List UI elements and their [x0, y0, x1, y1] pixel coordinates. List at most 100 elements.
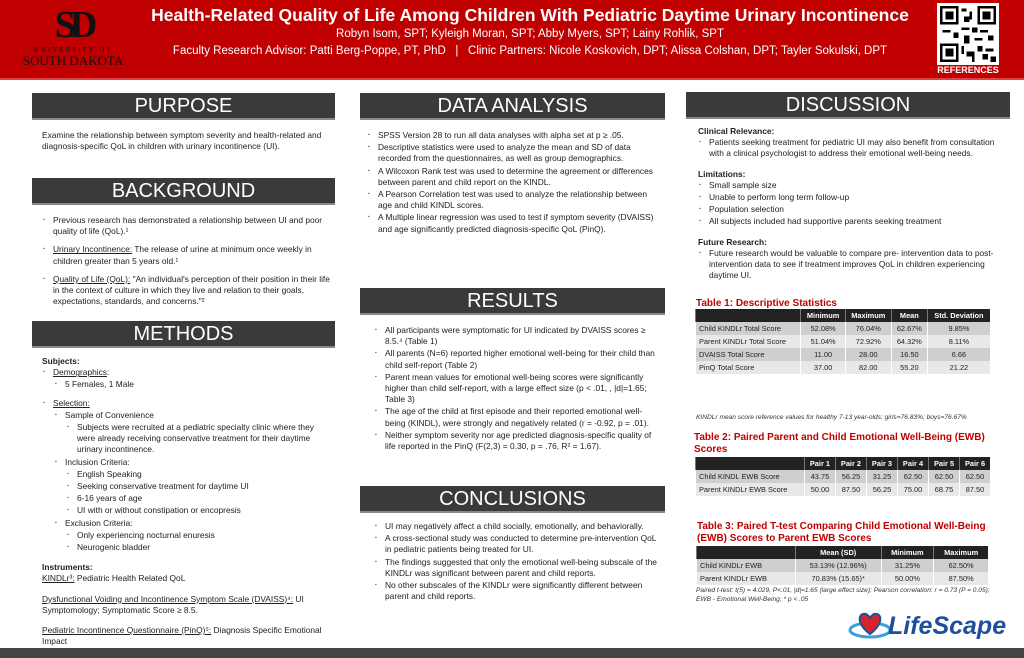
table-row: Parent KINDLr EWB 70.83% (15.65)* 50.00% 87… [696, 572, 988, 585]
instrument-lead: Dysfunctional Voiding and Incontinence S… [42, 593, 294, 604]
table-cell: 62.67% [890, 322, 928, 335]
table-cell: 51.04% [800, 335, 846, 348]
table-header-row: Mean (SD) Minimum Maximum [696, 546, 988, 559]
list-item: 5 Females, 1 Male [54, 379, 332, 390]
list-item: Neither symptom severity nor age predict… [374, 430, 662, 452]
table3-title: Table 3: Paired T-test Comparing Child E… [697, 521, 986, 544]
table-cell: 37.00 [800, 361, 846, 374]
instrument-item: Pediatric Incontinence Questionnaire (Pi… [42, 625, 332, 647]
subjects-label: Subjects: [42, 356, 80, 366]
table-cell: Child KINDLr EWB [696, 559, 796, 572]
references-link[interactable]: REFERENCES [937, 65, 999, 75]
table-cell: Child KINDLr Total Score [694, 322, 801, 335]
list-item: Future research would be valuable to com… [698, 248, 1008, 282]
list-item: 6-16 years of age [66, 493, 332, 504]
list-item: SPSS Version 28 to run all data analyses… [367, 130, 662, 141]
table1: Minimum Maximum Mean Std. Deviation Child KI… [694, 309, 990, 374]
table-cell: 87.50 [959, 483, 990, 496]
list-item-text: Neither symptom severity nor age predict… [385, 429, 652, 452]
methods-body: Subjects: Demographics:5 Females, 1 Male… [42, 356, 332, 656]
list-item: The age of the child at first episode an… [374, 406, 662, 428]
table-cell: 43.75 [803, 470, 836, 483]
table-cell: PinQ Total Score [694, 361, 801, 374]
column-header: Pair 6 [959, 457, 990, 470]
table2: Pair 1 Pair 2 Pair 3 Pair 4 Pair 5 Pair 6 Chil… [695, 457, 990, 496]
list-item-text: All participants were symptomatic for UI… [385, 325, 646, 347]
table3-note: Paired t-test: t(5) = 4.029, P<.01, |d|=… [696, 587, 990, 603]
qr-code-icon[interactable] [937, 3, 999, 65]
list-item-text: Subjects were recruited at a pediatric s… [77, 422, 314, 455]
usd-logo: SD UNIVERSITY OF SOUTH DAKOTA [14, 4, 132, 76]
table-row: Child KINDLr Total Score 52.08% 76.04% 62.6… [694, 322, 990, 335]
discussion-body: Clinical Relevance: Patients seeking tre… [698, 126, 1008, 282]
future-research-list: Future research would be valuable to com… [698, 248, 1008, 282]
table-header-row: Pair 1 Pair 2 Pair 3 Pair 4 Pair 5 Pair 6 [695, 457, 990, 470]
table-cell: Parent KINDLr Total Score [694, 335, 801, 348]
list-item: Previous research has demonstrated a rel… [42, 215, 332, 237]
table-cell: 70.83% (15.65)* [794, 572, 882, 585]
table-cell: Parent KINDLr EWB [696, 572, 796, 585]
table-row: Child KINDL EWB Score 43.75 56.25 31.25 62.5… [695, 470, 990, 483]
poster-title: Health-Related Quality of Life Among Chi… [151, 5, 909, 25]
table-cell: 82.00 [844, 361, 892, 374]
data-analysis-list: SPSS Version 28 to run all data analyses… [367, 130, 662, 236]
instruments-list: KINDLr³: Pediatric Health Related QoL Dys… [42, 573, 332, 647]
list-item-text: 5 Females, 1 Male [65, 379, 134, 390]
limitations-list: Small sample size Unable to perform long … [698, 180, 1008, 228]
table-cell: 8.11% [926, 335, 990, 348]
list-item: Subjects were recruited at a pediatric s… [66, 422, 332, 456]
table1-title: Table 1: Descriptive Statistics [696, 298, 837, 309]
logo-line-2: SOUTH DAKOTA [22, 53, 124, 68]
list-item-text: Seeking conservative treatment for dayti… [77, 481, 249, 492]
table-cell: 75.00 [896, 483, 929, 496]
list-item-text: Neurogenic bladder [77, 542, 151, 553]
list-item: Population selection [698, 204, 1008, 215]
list-item-text: A Multiple linear regression was used to… [378, 212, 654, 234]
data-analysis-header: DATA ANALYSIS [360, 93, 665, 120]
list-item-text: A Pearson Correlation test was used to a… [378, 189, 648, 211]
lifescape-logo: LifeScape [848, 604, 1018, 644]
list-item: UI with or without constipation or encop… [66, 505, 332, 516]
list-item-text: A Wilcoxon Rank test was used to determi… [378, 165, 653, 187]
list-item-lead: Urinary Incontinence: [53, 244, 133, 255]
list-item-text: UI with or without constipation or encop… [77, 505, 241, 516]
list-item-text: Exclusion Criteria: [65, 517, 133, 528]
list-item-text: Sample of Convenience [65, 409, 154, 420]
table-row: Parent KINDLr Total Score 51.04% 72.92% 64.… [694, 335, 990, 348]
column-header: Minimum [880, 546, 934, 559]
instrument-lead: KINDLr³: [42, 573, 75, 584]
table-cell: 62.50 [896, 470, 929, 483]
authors: Robyn Isom, SPT; Kyleigh Moran, SPT; Abb… [336, 28, 724, 40]
list-item: A cross-sectional study was conducted to… [374, 533, 662, 555]
list-item-text: Parent mean values for emotional well-be… [385, 371, 647, 405]
sd-mark-icon: SD [54, 4, 98, 46]
list-item-text: Unable to perform long term follow-up [709, 192, 850, 203]
list-item: Descriptive statistics were used to anal… [367, 142, 662, 164]
heart-icon [858, 612, 882, 636]
list-item-text: No other subscales of the KINDLr were si… [385, 580, 643, 602]
list-item: The findings suggested that only the emo… [374, 557, 662, 579]
list-item: Selection: [42, 398, 332, 409]
list-item: Seeking conservative treatment for dayti… [66, 481, 332, 492]
table-row: Parent KINDLr EWB Score 50.00 87.50 56.25 75… [695, 483, 990, 496]
list-item: Small sample size [698, 180, 1008, 191]
list-item: Neurogenic bladder [66, 542, 332, 553]
list-item-text: Previous research has demonstrated a rel… [53, 215, 323, 237]
column-header: Maximum [933, 546, 988, 559]
table-cell: 50.00% [880, 572, 934, 585]
results-list: All participants were symptomatic for UI… [374, 325, 662, 453]
table3: Mean (SD) Minimum Maximum Child KINDLr EWB 5… [696, 546, 988, 585]
column-header: Minimum [800, 309, 846, 322]
list-item-text: The findings suggested that only the emo… [385, 556, 657, 578]
column-header [695, 457, 805, 470]
purpose-text: Examine the relationship between symptom… [42, 130, 322, 152]
instrument-text: UI Symptomology; Symptomatic Score ≥ 8.5… [42, 593, 304, 615]
future-research-label: Future Research: [698, 236, 767, 247]
conclusions-list: UI may negatively affect a child sociall… [374, 521, 662, 603]
list-item-text: Only experiencing nocturnal enuresis [77, 529, 215, 540]
table-cell: 56.25 [834, 470, 867, 483]
discussion-header: DISCUSSION [686, 92, 1010, 119]
column-header: Maximum [844, 309, 892, 322]
list-item: Sample of Convenience [54, 410, 332, 421]
instrument-text: Pediatric Health Related QoL [74, 573, 186, 584]
